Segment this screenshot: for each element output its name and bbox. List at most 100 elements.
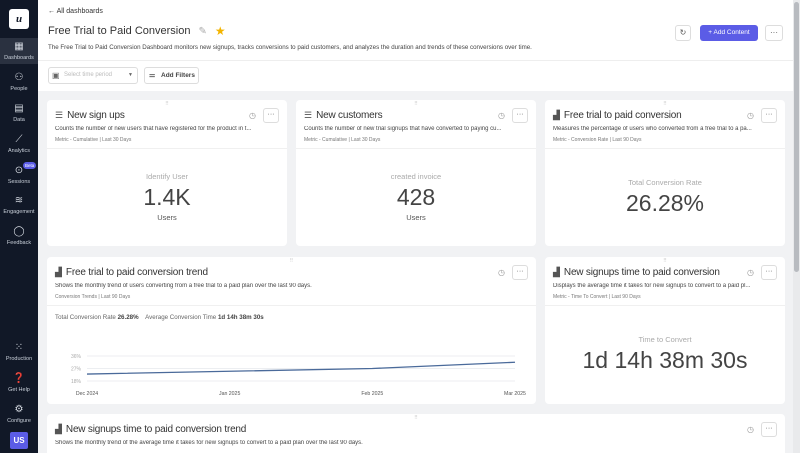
data-icon: ▤	[0, 103, 38, 115]
y-tick-label: 36%	[71, 354, 82, 360]
dashboard-grid: ⠿ ☰ New sign ups ◷ ··· Counts the number…	[38, 91, 793, 453]
clock-icon[interactable]: ◷	[498, 111, 505, 120]
card-conversion-trend: ⠿ ▟ Free trial to paid conversion trend …	[47, 257, 536, 404]
x-tick-label: Mar 2025	[504, 391, 526, 397]
bar-chart-icon: ▟	[55, 424, 62, 435]
drag-handle[interactable]: ⠿	[663, 101, 667, 107]
metric-icon: ☰	[55, 110, 63, 121]
clock-icon[interactable]: ◷	[747, 425, 754, 434]
page-title: Free Trial to Paid Conversion	[48, 25, 190, 37]
main: ← All dashboards Free Trial to Paid Conv…	[38, 0, 793, 453]
refresh-icon: ↻	[680, 28, 687, 37]
bar-chart-icon: ▟	[55, 267, 62, 278]
card-description: Shows the monthly trend of the average t…	[55, 440, 777, 446]
sidebar-item-data[interactable]: ▤Data	[0, 103, 38, 123]
star-icon[interactable]: ★	[215, 24, 226, 38]
title-row: Free Trial to Paid Conversion ✎ ★	[48, 24, 226, 38]
clock-icon[interactable]: ◷	[747, 111, 754, 120]
card-title: Free trial to paid conversion trend	[66, 267, 494, 278]
more-button[interactable]: ···	[765, 25, 783, 41]
card-free-trial-conversion: ⠿ ▟ Free trial to paid conversion ◷ ··· …	[545, 100, 785, 246]
sidebar-item-feedback[interactable]: ◯Feedback	[0, 226, 38, 246]
card-header: ▟ New signups time to paid conversion ◷ …	[553, 265, 777, 280]
card-meta: Metric - Conversion Rate | Last 90 Days	[553, 137, 642, 143]
add-content-button[interactable]: + Add Content	[700, 25, 758, 41]
card-more-button[interactable]: ···	[761, 108, 777, 123]
drag-handle[interactable]: ⠿	[290, 258, 294, 264]
card-new-customers: ⠿ ☰ New customers ◷ ··· Counts the numbe…	[296, 100, 536, 246]
sidebar-item-production[interactable]: ⁙Production	[0, 342, 38, 362]
x-tick-label: Jan 2025	[219, 391, 240, 397]
metric-value: 1d 14h 38m 30s	[545, 347, 785, 374]
divider	[545, 305, 785, 306]
metric-label: Total Conversion Rate	[545, 178, 785, 187]
sidebar: u ▦Dashboards ⚇People ▤Data ⟋Analytics ⊙…	[0, 0, 38, 453]
card-description: Measures the percentage of users who con…	[553, 126, 777, 132]
card-header: ▟ New signups time to paid conversion tr…	[55, 422, 777, 437]
avatar[interactable]: US	[10, 432, 28, 449]
card-header: ▟ Free trial to paid conversion ◷ ···	[553, 108, 777, 123]
metric-label: Identify User	[47, 172, 287, 181]
filter-icon: ⚌	[149, 68, 155, 83]
metric-value: 1.4K	[47, 184, 287, 211]
metric-label: Time to Convert	[545, 335, 785, 344]
card-title: Free trial to paid conversion	[564, 110, 743, 121]
card-meta: Conversion Trends | Last 90 Days	[55, 294, 130, 300]
metric-unit: Users	[296, 213, 536, 222]
card-header: ▟ Free trial to paid conversion trend ◷ …	[55, 265, 528, 280]
sidebar-item-get-help[interactable]: ❓Get Help	[0, 373, 38, 393]
y-tick-label: 27%	[71, 367, 82, 373]
time-period-select[interactable]: ▣Select time period▼	[48, 67, 138, 84]
card-header: ☰ New sign ups ◷ ···	[55, 108, 279, 123]
card-title: New signups time to paid conversion tren…	[66, 424, 743, 435]
card-meta: Metric - Cumulative | Last 30 Days	[55, 137, 131, 143]
card-header: ☰ New customers ◷ ···	[304, 108, 528, 123]
clock-icon[interactable]: ◷	[249, 111, 256, 120]
drag-handle[interactable]: ⠿	[414, 415, 418, 421]
card-description: Displays the average time it takes for n…	[553, 283, 777, 289]
stat-value: 26.28%	[118, 314, 139, 321]
sidebar-item-engagement[interactable]: ≋Engagement	[0, 195, 38, 215]
card-description: Counts the number of new users that have…	[55, 126, 279, 132]
sidebar-item-configure[interactable]: ⚙Configure	[0, 404, 38, 424]
bar-chart-icon: ▟	[553, 267, 560, 278]
card-title: New signups time to paid conversion	[564, 267, 743, 278]
sidebar-item-analytics[interactable]: ⟋Analytics	[0, 134, 38, 154]
chevron-down-icon: ▼	[128, 68, 133, 83]
card-more-button[interactable]: ···	[263, 108, 279, 123]
metric-label: created invoice	[296, 172, 536, 181]
divider	[38, 60, 793, 61]
card-more-button[interactable]: ···	[512, 265, 528, 280]
stat-value: 1d 14h 38m 30s	[218, 314, 264, 321]
add-filters-button[interactable]: ⚌Add Filters	[144, 67, 199, 84]
clock-icon[interactable]: ◷	[498, 268, 505, 277]
metric-unit: Users	[47, 213, 287, 222]
people-icon: ⚇	[0, 72, 38, 84]
sidebar-item-dashboards[interactable]: ▦Dashboards	[0, 38, 38, 64]
scrollbar-thumb[interactable]	[794, 2, 799, 272]
grid-icon: ▦	[0, 41, 38, 53]
divider	[545, 148, 785, 149]
sidebar-item-people[interactable]: ⚇People	[0, 72, 38, 92]
card-more-button[interactable]: ···	[761, 422, 777, 437]
calendar-icon: ▣	[52, 68, 60, 83]
card-new-sign-ups: ⠿ ☰ New sign ups ◷ ··· Counts the number…	[47, 100, 287, 246]
x-tick-label: Feb 2025	[361, 391, 383, 397]
card-more-button[interactable]: ···	[512, 108, 528, 123]
gear-icon: ⚙	[0, 404, 38, 416]
drag-handle[interactable]: ⠿	[663, 258, 667, 264]
card-title: New sign ups	[67, 110, 245, 121]
pencil-icon[interactable]: ✎	[198, 26, 206, 37]
page-description: The Free Trial to Paid Conversion Dashbo…	[48, 44, 532, 51]
logo[interactable]: u	[9, 9, 29, 29]
analytics-icon: ⟋	[0, 134, 38, 146]
drag-handle[interactable]: ⠿	[414, 101, 418, 107]
refresh-button[interactable]: ↻	[675, 25, 691, 41]
drag-handle[interactable]: ⠿	[165, 101, 169, 107]
clock-icon[interactable]: ◷	[747, 268, 754, 277]
scrollbar[interactable]	[793, 0, 800, 453]
back-link[interactable]: ← All dashboards	[48, 8, 103, 15]
card-more-button[interactable]: ···	[761, 265, 777, 280]
